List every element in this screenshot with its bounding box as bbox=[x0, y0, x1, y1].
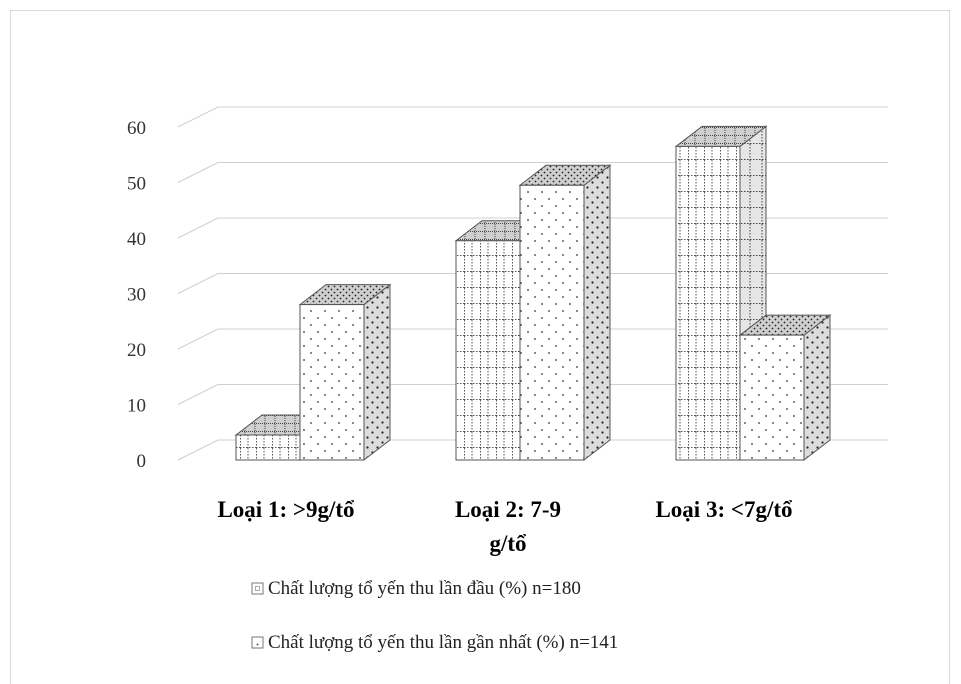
category-label: g/tổ bbox=[489, 531, 526, 556]
category-label: Loại 3: <7g/tổ bbox=[655, 497, 792, 522]
bar-side bbox=[583, 164, 611, 462]
legend-item: Chất lượng tổ yến thu lần gần nhất (%) n… bbox=[251, 632, 618, 653]
legend-swatch-pattern bbox=[256, 643, 259, 646]
bar-front bbox=[739, 334, 805, 461]
category-label: Loại 2: 7-9 bbox=[455, 497, 561, 522]
legend-label: Chất lượng tổ yến thu lần gần nhất (%) n… bbox=[268, 632, 618, 653]
bar-front bbox=[299, 304, 365, 461]
gridline-diagonal bbox=[177, 162, 219, 183]
y-tick-label: 40 bbox=[127, 229, 146, 250]
y-tick-label: 0 bbox=[137, 451, 147, 472]
x-axis-categories: Loại 1: >9g/tổ Loại 2: 7-9 g/tổ Loại 3: <7g… bbox=[217, 497, 792, 556]
gridline-diagonal bbox=[177, 217, 219, 239]
bar bbox=[518, 164, 612, 462]
chart-frame bbox=[10, 10, 950, 684]
bar-front bbox=[235, 434, 301, 461]
bar-side bbox=[363, 283, 391, 462]
y-tick-label: 50 bbox=[127, 174, 146, 195]
legend: Chất lượng tổ yến thu lần đầu (%) n=180 C… bbox=[251, 578, 618, 653]
y-tick-label: 20 bbox=[127, 340, 146, 361]
y-tick-label: 60 bbox=[127, 118, 146, 139]
bar-side bbox=[803, 314, 831, 462]
gridline-diagonal bbox=[177, 106, 219, 128]
y-axis-ticks: 0 10 20 30 40 50 60 bbox=[127, 118, 146, 472]
y-tick-label: 10 bbox=[127, 396, 146, 417]
legend-swatch-pattern bbox=[255, 586, 260, 591]
bar bbox=[298, 283, 392, 462]
gridline-diagonal bbox=[177, 328, 219, 350]
gridline-diagonal bbox=[177, 384, 219, 405]
bar-front bbox=[675, 145, 741, 461]
category-label: Loại 1: >9g/tổ bbox=[217, 497, 354, 522]
legend-swatch bbox=[251, 636, 264, 649]
legend-label: Chất lượng tổ yến thu lần đầu (%) n=180 bbox=[268, 578, 581, 599]
gridline-diagonal bbox=[177, 273, 219, 294]
y-tick-label: 30 bbox=[127, 285, 146, 306]
legend-swatch bbox=[251, 582, 264, 595]
bar bbox=[738, 314, 832, 462]
gridline-diagonal bbox=[177, 439, 219, 461]
bar-front bbox=[455, 240, 521, 461]
bars bbox=[234, 125, 832, 462]
bar-front bbox=[519, 184, 585, 461]
legend-item: Chất lượng tổ yến thu lần đầu (%) n=180 bbox=[251, 578, 581, 599]
